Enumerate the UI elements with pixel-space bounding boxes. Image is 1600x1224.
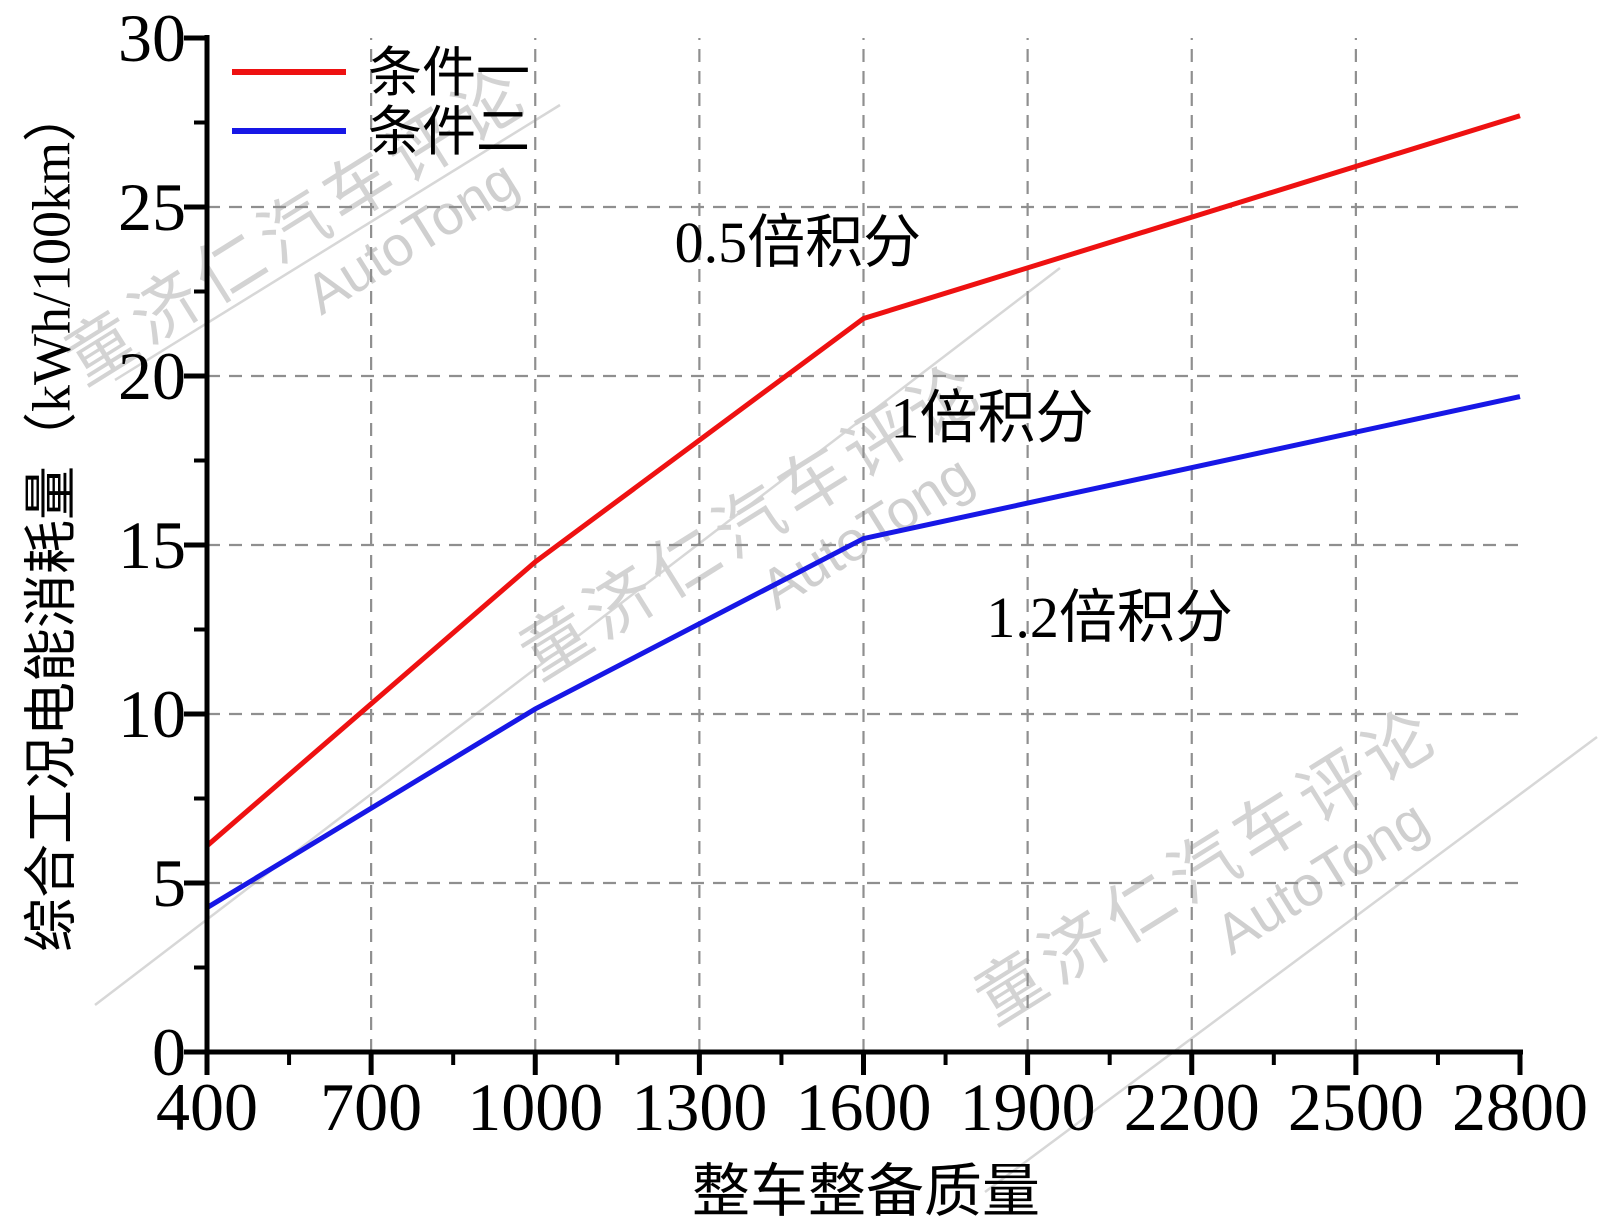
x-tick-label: 1300 (631, 1069, 767, 1145)
x-tick-label: 400 (156, 1069, 258, 1145)
x-tick-label: 700 (320, 1069, 422, 1145)
x-tick-label: 1900 (960, 1069, 1096, 1145)
x-tick-label: 2800 (1452, 1069, 1588, 1145)
x-tick-label: 1000 (467, 1069, 603, 1145)
y-tick-label: 30 (118, 0, 186, 76)
x-tick-label: 1600 (796, 1069, 932, 1145)
annotation-text: 1.2倍积分 (986, 585, 1233, 650)
annotation-text: 0.5倍积分 (675, 210, 922, 275)
legend-label-条件一: 条件一 (368, 43, 530, 103)
y-axis-title: 综合工况电能消耗量（kWh/100km） (21, 88, 82, 952)
legend-label-条件二: 条件二 (368, 102, 530, 162)
y-tick-label: 5 (152, 845, 186, 921)
y-tick-label: 20 (118, 338, 186, 414)
annotation-text: 1倍积分 (891, 386, 1094, 451)
x-tick-label: 2500 (1288, 1069, 1424, 1145)
x-axis-title: 整车整备质量 (691, 1159, 1041, 1224)
y-tick-label: 10 (118, 676, 186, 752)
y-tick-label: 15 (118, 507, 186, 583)
y-tick-label: 25 (118, 169, 186, 245)
x-tick-label: 2200 (1124, 1069, 1260, 1145)
y-tick-label: 0 (152, 1014, 186, 1090)
